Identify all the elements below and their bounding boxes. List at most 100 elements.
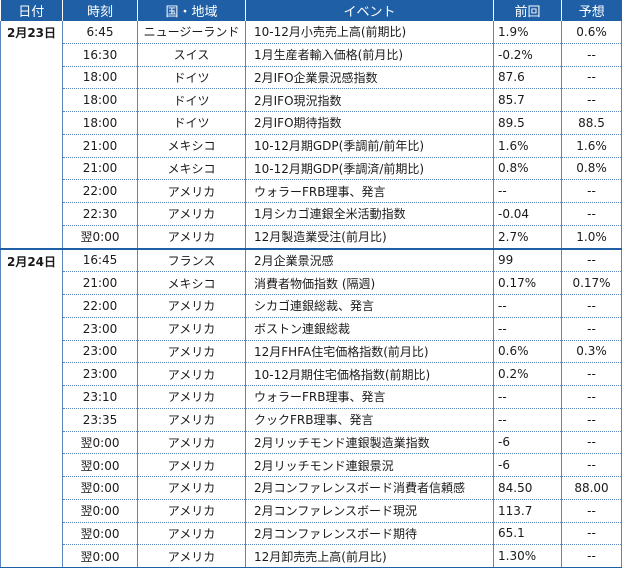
event-cell: 消費者物価指数 (隔週) <box>245 271 494 295</box>
time-cell: 22:00 <box>62 179 138 203</box>
forecast-cell: -- <box>561 362 622 386</box>
table-row: 21:00 メキシコ 消費者物価指数 (隔週) 0.17% 0.17% <box>1 271 622 295</box>
time-cell: 21:00 <box>62 157 138 181</box>
forecast-cell: 88.00 <box>561 476 622 500</box>
table-row: 23:10 アメリカ ウォラーFRB理事、発言 -- -- <box>1 385 622 409</box>
country-cell: スイス <box>137 43 246 67</box>
time-cell: 21:00 <box>62 271 138 295</box>
table-row: 翌0:00 アメリカ 2月コンファレンスボード現況 113.7 -- <box>1 499 622 523</box>
header-previous: 前回 <box>493 0 562 21</box>
table-row: 2月23日 6:45 ニュージーランド 10-12月小売売上高(前期比) 1.9% 0.6… <box>0 21 622 249</box>
event-cell: ウォラーFRB理事、発言 <box>245 179 494 203</box>
event-cell: 10-12月期GDP(季調済/前期比) <box>245 157 494 181</box>
country-cell: ニュージーランド <box>137 21 246 44</box>
forecast-cell: -- <box>561 88 622 112</box>
event-cell: 2月企業景況感 <box>245 247 494 273</box>
previous-cell: -- <box>493 385 562 409</box>
event-cell: 1月シカゴ連銀全米活動指数 <box>245 202 494 226</box>
previous-cell: -6 <box>493 431 562 455</box>
forecast-cell: 0.6% <box>561 21 622 44</box>
forecast-cell: -- <box>561 385 622 409</box>
event-cell: 2月コンファレンスボード消費者信頼感 <box>245 476 494 500</box>
country-cell: アメリカ <box>137 522 246 546</box>
forecast-cell: -- <box>561 66 622 90</box>
forecast-cell: -- <box>561 202 622 226</box>
table-row: 21:00 メキシコ 10-12月期GDP(季調済/前期比) 0.8% 0.8% <box>1 157 622 181</box>
country-cell: メキシコ <box>137 134 246 158</box>
table-row: 16:30 スイス 1月生産者輸入価格(前月比) -0.2% -- <box>1 43 622 67</box>
event-cell: 10-12月小売売上高(前期比) <box>245 21 494 44</box>
forecast-cell: -- <box>561 43 622 67</box>
event-cell: 2月IFO現況指数 <box>245 88 494 112</box>
table-row: 21:00 メキシコ 10-12月期GDP(季調前/前年比) 1.6% 1.6% <box>1 134 622 158</box>
previous-cell: -- <box>493 408 562 432</box>
table-row: 22:30 アメリカ 1月シカゴ連銀全米活動指数 -0.04 -- <box>1 202 622 226</box>
previous-cell: 85.7 <box>493 88 562 112</box>
event-cell: クックFRB理事、発言 <box>245 408 494 432</box>
previous-cell: 65.1 <box>493 522 562 546</box>
forecast-cell: -- <box>561 499 622 523</box>
country-cell: アメリカ <box>137 544 246 568</box>
time-cell: 23:35 <box>62 408 138 432</box>
table-row: 18:00 ドイツ 2月IFO現況指数 85.7 -- <box>1 88 622 112</box>
table-row: 翌0:00 アメリカ 2月リッチモンド連銀景況 -6 -- <box>1 453 622 477</box>
previous-cell: 87.6 <box>493 66 562 90</box>
country-cell: アメリカ <box>137 294 246 318</box>
country-cell: アメリカ <box>137 317 246 341</box>
country-cell: アメリカ <box>137 453 246 477</box>
time-cell: 18:00 <box>62 66 138 90</box>
previous-cell: 89.5 <box>493 111 562 135</box>
country-cell: アメリカ <box>137 179 246 203</box>
country-cell: アメリカ <box>137 476 246 500</box>
event-cell: 2月IFO企業景況感指数 <box>245 66 494 90</box>
event-cell: 2月コンファレンスボード現況 <box>245 499 494 523</box>
country-cell: ドイツ <box>137 111 246 135</box>
event-cell: 2月リッチモンド連銀景況 <box>245 453 494 477</box>
event-cell: ボストン連銀総裁 <box>245 317 494 341</box>
event-cell: 12月卸売売上高(前月比) <box>245 544 494 568</box>
event-cell: シカゴ連銀総裁、発言 <box>245 294 494 318</box>
previous-cell: -- <box>493 179 562 203</box>
calendar-body: 2月23日 6:45 ニュージーランド 10-12月小売売上高(前期比) 1.9% 0.6… <box>0 21 622 568</box>
event-cell: 10-12月期GDP(季調前/前年比) <box>245 134 494 158</box>
forecast-cell: 1.6% <box>561 134 622 158</box>
country-cell: フランス <box>137 247 246 273</box>
table-row: 23:00 アメリカ 12月FHFA住宅価格指数(前月比) 0.6% 0.3% <box>1 340 622 364</box>
table-row: 翌0:00 アメリカ 2月コンファレンスボード期待 65.1 -- <box>1 522 622 546</box>
country-cell: アメリカ <box>137 408 246 432</box>
forecast-cell: -- <box>561 431 622 455</box>
time-cell: 翌0:00 <box>62 476 138 500</box>
time-cell: 翌0:00 <box>62 544 138 568</box>
header-time: 時刻 <box>62 0 138 21</box>
forecast-cell: -- <box>561 294 622 318</box>
date-cell: 2月23日 <box>0 21 63 249</box>
previous-cell: -0.2% <box>493 43 562 67</box>
forecast-cell: -- <box>561 408 622 432</box>
time-cell: 18:00 <box>62 88 138 112</box>
event-cell: 2月IFO期待指数 <box>245 111 494 135</box>
country-cell: ドイツ <box>137 88 246 112</box>
table-row: 翌0:00 アメリカ 12月卸売売上高(前月比) 1.30% -- <box>1 544 622 568</box>
forecast-cell: 0.17% <box>561 271 622 295</box>
previous-cell: -6 <box>493 453 562 477</box>
time-cell: 翌0:00 <box>62 431 138 455</box>
table-row: 18:00 ドイツ 2月IFO企業景況感指数 87.6 -- <box>1 66 622 90</box>
previous-cell: 2.7% <box>493 225 562 250</box>
header-forecast: 予想 <box>561 0 622 21</box>
time-cell: 翌0:00 <box>62 522 138 546</box>
time-cell: 翌0:00 <box>62 453 138 477</box>
table-row: 23:35 アメリカ クックFRB理事、発言 -- -- <box>1 408 622 432</box>
time-cell: 6:45 <box>62 21 138 44</box>
time-cell: 23:00 <box>62 317 138 341</box>
table-row: 翌0:00 アメリカ 2月リッチモンド連銀製造業指数 -6 -- <box>1 431 622 455</box>
event-cell: 12月製造業受注(前月比) <box>245 225 494 250</box>
country-cell: アメリカ <box>137 225 246 250</box>
event-cell: 12月FHFA住宅価格指数(前月比) <box>245 340 494 364</box>
previous-cell: 84.50 <box>493 476 562 500</box>
event-cell: 2月リッチモンド連銀製造業指数 <box>245 431 494 455</box>
table-row: 22:00 アメリカ シカゴ連銀総裁、発言 -- -- <box>1 294 622 318</box>
forecast-cell: -- <box>561 544 622 568</box>
country-cell: アメリカ <box>137 202 246 226</box>
country-cell: アメリカ <box>137 431 246 455</box>
